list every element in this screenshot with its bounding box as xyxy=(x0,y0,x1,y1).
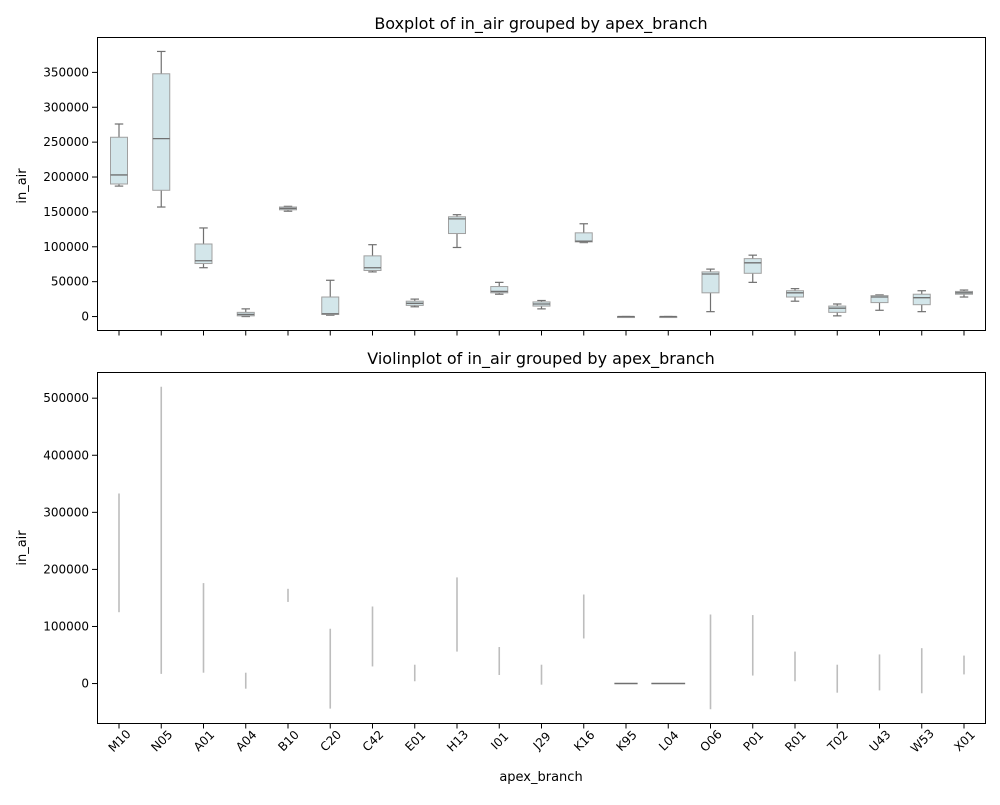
violin-plot-frame xyxy=(97,372,986,724)
box-C42 xyxy=(363,244,382,273)
box-K95 xyxy=(617,315,635,319)
box-plot-frame xyxy=(97,37,986,331)
box-iqr xyxy=(870,295,889,304)
x-tick-label: X01 xyxy=(951,728,978,755)
box-iqr xyxy=(448,216,466,235)
box-C20 xyxy=(321,279,340,316)
violin-chart-title: Violinplot of in_air grouped by apex_bra… xyxy=(367,349,715,369)
x-tick-label: A04 xyxy=(233,728,260,755)
box-iqr xyxy=(912,293,931,306)
box-R01 xyxy=(786,288,804,302)
x-tick-label: L04 xyxy=(656,728,681,753)
box-y-tick-label: 300000 xyxy=(43,100,89,114)
box-E01 xyxy=(405,298,424,308)
violin-y-tick-label: 200000 xyxy=(43,562,89,576)
box-T02 xyxy=(828,303,847,317)
violin-y-tick-label: 300000 xyxy=(43,505,89,519)
box-y-tick-label: 50000 xyxy=(51,275,89,289)
box-N05 xyxy=(152,50,171,208)
box-W53 xyxy=(912,290,931,313)
x-tick-label: O06 xyxy=(697,727,724,754)
x-tick-label: J29 xyxy=(530,729,554,753)
x-tick-label: K95 xyxy=(613,728,639,754)
box-iqr xyxy=(786,290,804,298)
x-tick-label: E01 xyxy=(402,728,428,754)
box-y-tick-label: 350000 xyxy=(43,65,89,79)
x-tick-label: P01 xyxy=(740,728,766,754)
box-I01 xyxy=(490,281,509,295)
box-y-tick-label: 0 xyxy=(81,310,89,324)
x-tick-label: R01 xyxy=(782,728,809,755)
box-U43 xyxy=(870,294,889,311)
box-L04 xyxy=(659,315,678,319)
x-tick-label: U43 xyxy=(867,727,894,754)
violin-x-axis-label: apex_branch xyxy=(499,770,582,785)
box-iqr xyxy=(321,296,340,315)
box-y-axis-label: in_air xyxy=(15,168,30,204)
x-tick-label: B10 xyxy=(275,728,302,755)
x-tick-label: H13 xyxy=(444,727,471,754)
box-iqr xyxy=(363,255,382,272)
box-X01 xyxy=(955,289,973,298)
box-chart-title: Boxplot of in_air grouped by apex_branch xyxy=(374,14,707,34)
x-tick-label: M10 xyxy=(106,727,134,755)
violin-y-tick-label: 400000 xyxy=(43,448,89,462)
x-tick-label: K16 xyxy=(571,728,597,754)
x-tick-label: A01 xyxy=(191,728,218,755)
box-B10 xyxy=(279,205,297,212)
box-M10 xyxy=(110,123,128,187)
box-y-tick-label: 100000 xyxy=(43,240,89,254)
x-tick-label: C20 xyxy=(318,728,345,755)
violin-y-tick-label: 500000 xyxy=(43,391,89,405)
x-tick-label: N05 xyxy=(148,727,175,754)
violin-y-axis-label: in_air xyxy=(15,530,30,566)
box-y-tick-label: 150000 xyxy=(43,205,89,219)
box-K16 xyxy=(574,223,593,244)
box-P01 xyxy=(743,254,762,283)
box-O06 xyxy=(701,268,720,313)
box-iqr xyxy=(574,232,593,243)
box-A04 xyxy=(236,308,255,318)
violin-plot-area: 0 100000 200000 300000 400000 500000 M10 N05 A01… xyxy=(43,386,978,755)
box-H13 xyxy=(448,214,466,249)
violin-y-tick-label: 0 xyxy=(81,677,89,691)
box-iqr xyxy=(701,271,720,294)
box-iqr xyxy=(194,243,213,265)
box-y-tick-label: 200000 xyxy=(43,170,89,184)
box-iqr xyxy=(152,73,171,191)
violin-y-tick-label: 100000 xyxy=(43,619,89,633)
box-iqr xyxy=(490,286,509,294)
x-tick-label: W53 xyxy=(908,726,937,755)
box-A01 xyxy=(194,227,213,269)
box-J29 xyxy=(532,299,551,310)
x-tick-label: T02 xyxy=(824,728,851,755)
box-iqr xyxy=(110,136,128,185)
box-iqr xyxy=(828,305,847,313)
box-iqr xyxy=(743,258,762,274)
box-y-tick-label: 250000 xyxy=(43,135,89,149)
x-tick-label: C42 xyxy=(360,728,387,755)
box-plot-area: 0 50000 100000 150000 200000 250000 300000 3500… xyxy=(43,50,973,336)
x-tick-label: I01 xyxy=(488,729,511,752)
